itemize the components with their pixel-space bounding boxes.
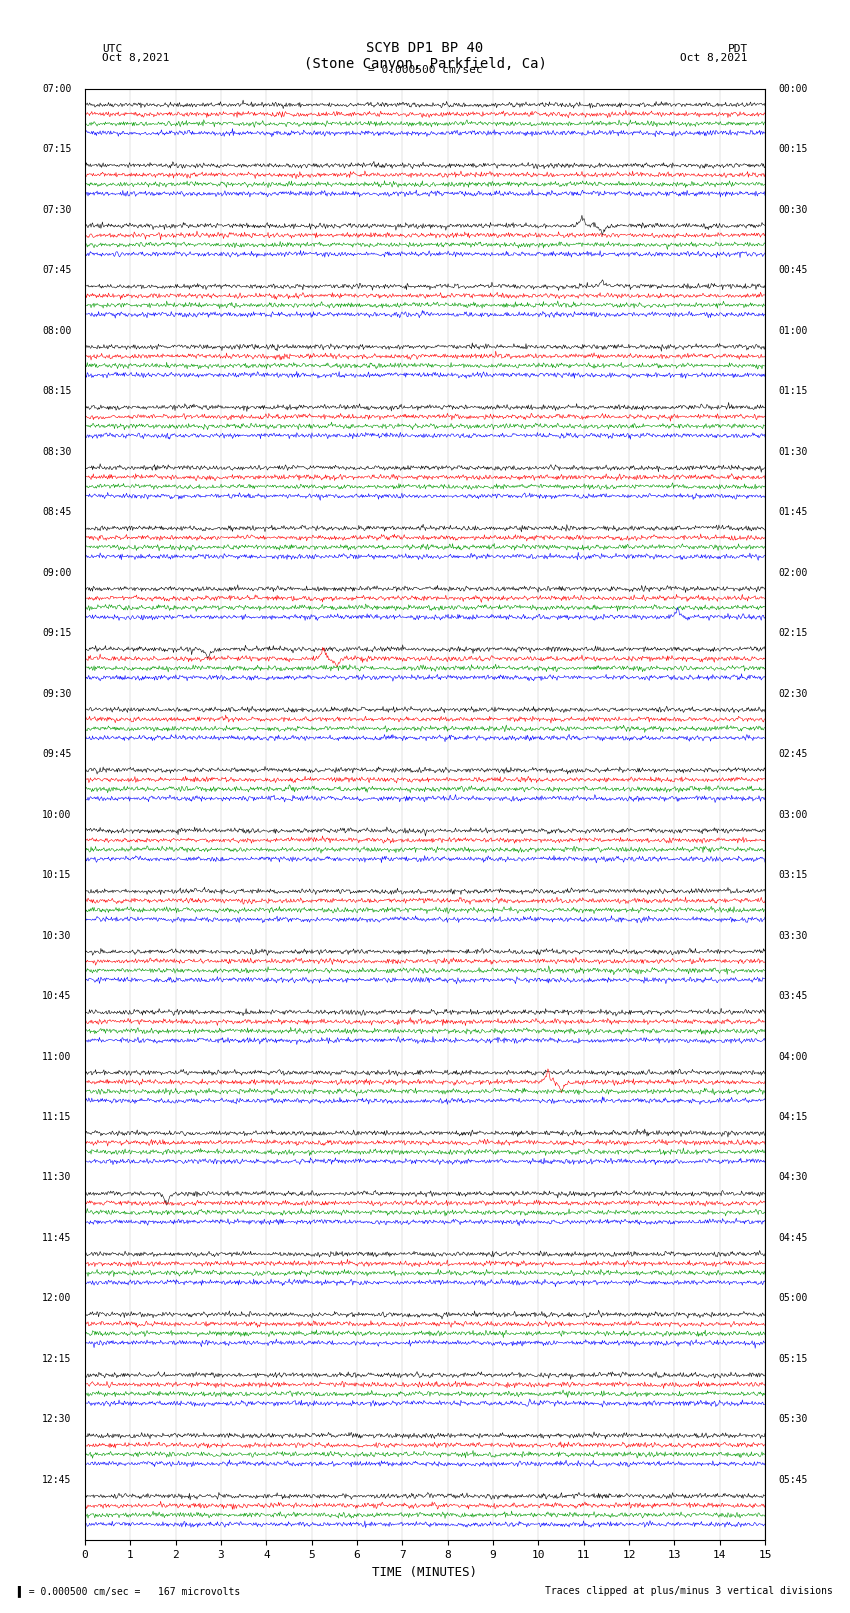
Text: ▌ = 0.000500 cm/sec =   167 microvolts: ▌ = 0.000500 cm/sec = 167 microvolts [17, 1584, 241, 1597]
Text: 03:15: 03:15 [779, 869, 808, 881]
Text: 00:15: 00:15 [779, 144, 808, 155]
Text: 08:30: 08:30 [42, 447, 71, 456]
Text: 12:30: 12:30 [42, 1415, 71, 1424]
Text: 10:00: 10:00 [42, 810, 71, 819]
Text: 00:00: 00:00 [779, 84, 808, 94]
Text: 05:15: 05:15 [779, 1353, 808, 1365]
Text: 12:45: 12:45 [42, 1474, 71, 1486]
Text: 04:15: 04:15 [779, 1111, 808, 1123]
Text: 09:15: 09:15 [42, 627, 71, 639]
Text: = 0.000500 cm/sec: = 0.000500 cm/sec [367, 65, 483, 74]
Text: 05:00: 05:00 [779, 1294, 808, 1303]
Text: 05:30: 05:30 [779, 1415, 808, 1424]
Text: 10:30: 10:30 [42, 931, 71, 940]
Text: 01:30: 01:30 [779, 447, 808, 456]
Text: 07:30: 07:30 [42, 205, 71, 215]
Text: 10:15: 10:15 [42, 869, 71, 881]
Text: 03:00: 03:00 [779, 810, 808, 819]
Text: 03:45: 03:45 [779, 990, 808, 1002]
Text: 02:45: 02:45 [779, 748, 808, 760]
Text: 11:15: 11:15 [42, 1111, 71, 1123]
Text: 03:30: 03:30 [779, 931, 808, 940]
Text: 09:45: 09:45 [42, 748, 71, 760]
Text: 02:00: 02:00 [779, 568, 808, 577]
Text: 01:45: 01:45 [779, 506, 808, 518]
Text: 08:15: 08:15 [42, 386, 71, 397]
Text: 04:30: 04:30 [779, 1173, 808, 1182]
Text: PDT: PDT [728, 44, 748, 53]
Text: 11:45: 11:45 [42, 1232, 71, 1244]
Text: UTC: UTC [102, 44, 122, 53]
Text: 12:00: 12:00 [42, 1294, 71, 1303]
Text: 00:45: 00:45 [779, 265, 808, 276]
Title: SCYB DP1 BP 40
(Stone Canyon, Parkfield, Ca): SCYB DP1 BP 40 (Stone Canyon, Parkfield,… [303, 40, 547, 71]
Text: 02:15: 02:15 [779, 627, 808, 639]
Text: 11:30: 11:30 [42, 1173, 71, 1182]
Text: 12:15: 12:15 [42, 1353, 71, 1365]
Text: 09:00: 09:00 [42, 568, 71, 577]
Text: Traces clipped at plus/minus 3 vertical divisions: Traces clipped at plus/minus 3 vertical … [545, 1586, 833, 1595]
Text: 10:45: 10:45 [42, 990, 71, 1002]
Text: 05:45: 05:45 [779, 1474, 808, 1486]
Text: 01:00: 01:00 [779, 326, 808, 336]
Text: 02:30: 02:30 [779, 689, 808, 698]
Text: 00:30: 00:30 [779, 205, 808, 215]
Text: 01:15: 01:15 [779, 386, 808, 397]
Text: 07:15: 07:15 [42, 144, 71, 155]
X-axis label: TIME (MINUTES): TIME (MINUTES) [372, 1566, 478, 1579]
Text: 08:00: 08:00 [42, 326, 71, 336]
Text: 09:30: 09:30 [42, 689, 71, 698]
Text: 11:00: 11:00 [42, 1052, 71, 1061]
Text: 07:45: 07:45 [42, 265, 71, 276]
Text: 07:00: 07:00 [42, 84, 71, 94]
Text: 08:45: 08:45 [42, 506, 71, 518]
Text: Oct 8,2021: Oct 8,2021 [102, 53, 169, 63]
Text: 04:00: 04:00 [779, 1052, 808, 1061]
Text: Oct 8,2021: Oct 8,2021 [681, 53, 748, 63]
Text: 04:45: 04:45 [779, 1232, 808, 1244]
